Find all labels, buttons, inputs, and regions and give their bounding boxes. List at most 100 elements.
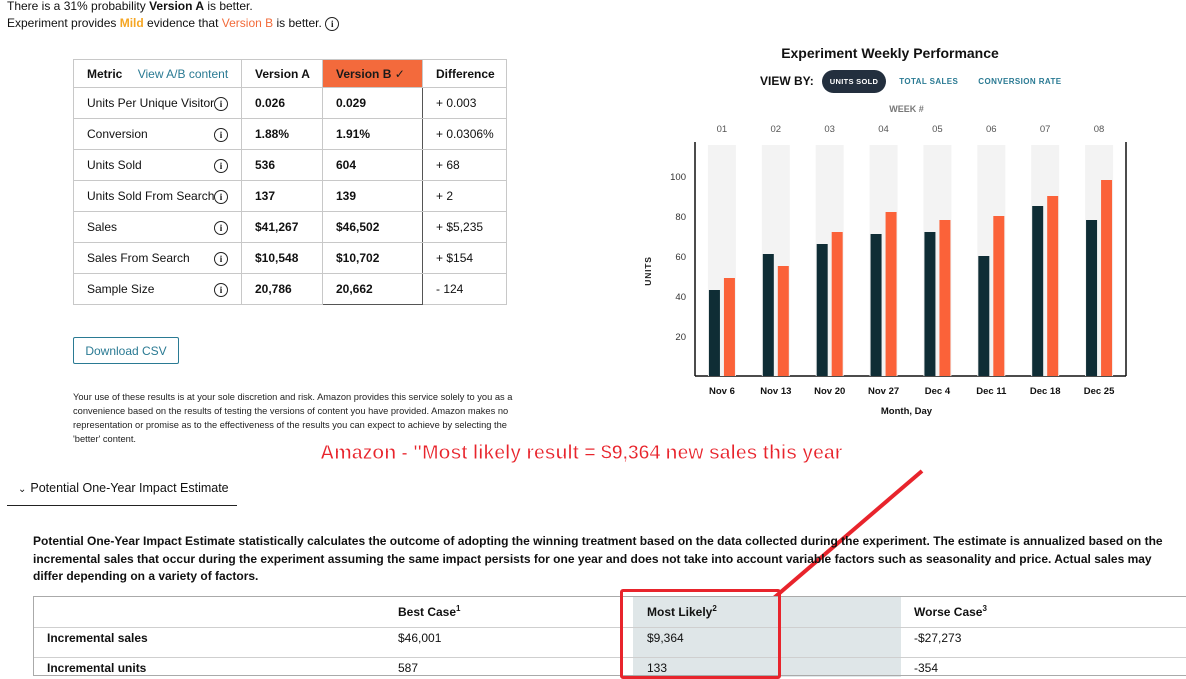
version-a-value: 1.88%: [241, 118, 323, 150]
best-case-label: Best Case: [398, 605, 457, 619]
version-b-value: 604: [322, 149, 423, 181]
impact-accordion-toggle[interactable]: ⌄ Potential One-Year Impact Estimate: [18, 481, 229, 495]
version-a-header: Version A: [241, 59, 323, 88]
info-icon[interactable]: i: [214, 283, 228, 297]
info-icon[interactable]: i: [214, 97, 228, 111]
y-tick-label: 80: [675, 212, 686, 223]
metric-name-cell: Conversion i: [73, 118, 242, 150]
view-ab-content-link[interactable]: View A/B content: [137, 66, 229, 81]
best-case-header: Best Case1: [398, 604, 460, 619]
version-a-bar: [762, 254, 774, 376]
version-b-bar: [723, 278, 735, 376]
metrics-row: Units Per Unique Visitor i 0.026 0.029 + 0.0…: [73, 87, 507, 119]
version-b-value: 0.029: [322, 87, 423, 119]
view-option-conversion-rate[interactable]: CONVERSION RATE: [978, 76, 1062, 86]
version-a-value: 536: [241, 149, 323, 181]
difference-value: + 68: [422, 149, 507, 181]
highlight-box: [620, 589, 781, 679]
info-icon[interactable]: i: [214, 128, 228, 142]
metric-column-header: Metric View A/B content: [73, 59, 242, 88]
summary-text: There is a 31% probability: [7, 0, 150, 13]
best-case-value: 587: [398, 661, 419, 675]
week-number-label: 07: [1040, 124, 1051, 135]
y-tick-label: 100: [670, 172, 686, 183]
version-b-value: 139: [322, 180, 423, 212]
metric-name-cell: Units Sold i: [73, 149, 242, 181]
metric-name-cell: Sales i: [73, 211, 242, 243]
row-divider: [34, 627, 1186, 628]
metrics-row: Sales i $41,267 $46,502 + $5,235: [73, 211, 507, 243]
evidence-summary: Experiment provides Mild evidence that V…: [7, 16, 340, 31]
version-a-bar: [708, 290, 720, 376]
version-b-value: $10,702: [322, 242, 423, 274]
y-tick-label: 60: [675, 252, 686, 263]
metrics-row: Conversion i 1.88% 1.91% + 0.0306%: [73, 118, 507, 150]
difference-value: + $5,235: [422, 211, 507, 243]
x-tick-label: Nov 27: [868, 386, 899, 397]
info-icon[interactable]: i: [214, 252, 228, 266]
version-b-value: $46,502: [322, 211, 423, 243]
x-tick-label: Dec 25: [1084, 386, 1115, 397]
week-number-label: 01: [717, 124, 728, 135]
impact-accordion-label: Potential One-Year Impact Estimate: [30, 481, 229, 495]
metric-name: Sales From Search: [87, 251, 190, 265]
version-a-bar: [924, 232, 936, 376]
version-b-bar: [993, 216, 1005, 376]
week-axis-label: WEEK #: [889, 104, 924, 114]
summary-text: is better.: [204, 0, 253, 13]
version-a-bar: [978, 256, 990, 376]
summary-text: evidence that: [143, 16, 222, 30]
summary-text: is better.: [273, 16, 322, 30]
difference-value: + 2: [422, 180, 507, 212]
annotation-callout: Amazon - "Most likely result = $9,364 ne…: [319, 442, 843, 465]
week-number-label: 06: [986, 124, 997, 135]
worse-case-header: Worse Case3: [914, 604, 987, 619]
x-tick-label: Nov 13: [760, 386, 791, 397]
metric-name-cell: Units Sold From Search i: [73, 180, 242, 212]
impact-table: [33, 596, 1186, 676]
chevron-down-icon: ⌄: [18, 484, 27, 495]
download-csv-button[interactable]: Download CSV: [73, 337, 179, 364]
evidence-strength: Mild: [119, 16, 144, 30]
metrics-header-row: Metric View A/B content Version A Versio…: [73, 59, 507, 88]
footnote-marker: 2: [712, 604, 717, 613]
metric-name: Sales: [87, 220, 118, 234]
summary-version-a: Version A: [149, 0, 204, 13]
most-likely-column-highlight: [633, 597, 901, 677]
info-icon[interactable]: i: [214, 190, 228, 204]
week-number-label: 04: [878, 124, 889, 135]
weekly-performance-chart: WEEK # 20 40 60 80 100 UNITS 01 Nov 6 02 Nov 13 03 N…: [643, 104, 1127, 417]
difference-value: + 0.0306%: [422, 118, 507, 150]
info-icon[interactable]: i: [214, 159, 228, 173]
version-b-value: 20,662: [322, 273, 423, 305]
week-number-label: 02: [771, 124, 782, 135]
summary-text: Experiment provides: [7, 16, 120, 30]
row-divider: [34, 657, 1186, 658]
info-icon[interactable]: i: [325, 16, 340, 31]
metrics-table: Metric View A/B content Version A Versio…: [73, 59, 507, 305]
metric-name: Units Per Unique Visitor: [87, 96, 215, 110]
version-b-header: Version B ✓: [322, 59, 423, 88]
version-b-bar: [1101, 180, 1113, 376]
x-tick-label: Dec 4: [925, 386, 951, 397]
version-a-value: 137: [241, 180, 323, 212]
version-a-bar: [1032, 206, 1044, 376]
version-b-bar: [777, 266, 789, 376]
difference-header: Difference: [422, 59, 507, 88]
metric-name: Conversion: [87, 127, 148, 141]
worse-case-label: Worse Case: [914, 605, 983, 619]
view-option-total-sales[interactable]: TOTAL SALES: [899, 76, 959, 86]
footnote-marker: 1: [456, 604, 461, 613]
probability-summary: There is a 31% probability Version A is …: [7, 0, 253, 13]
metric-header-label: Metric: [87, 66, 123, 81]
view-option-units-sold[interactable]: UNITS SOLD: [821, 69, 887, 93]
footnote-marker: 3: [982, 604, 987, 613]
info-icon[interactable]: i: [214, 221, 228, 235]
impact-row-label: Incremental units: [47, 661, 147, 675]
version-a-value: 20,786: [241, 273, 323, 305]
difference-value: + $154: [422, 242, 507, 274]
version-a-value: $41,267: [241, 211, 323, 243]
metrics-row: Units Sold From Search i 137 139 + 2: [73, 180, 507, 212]
worse-case-value: -354: [914, 661, 939, 675]
worse-case-value: -$27,273: [914, 631, 962, 645]
